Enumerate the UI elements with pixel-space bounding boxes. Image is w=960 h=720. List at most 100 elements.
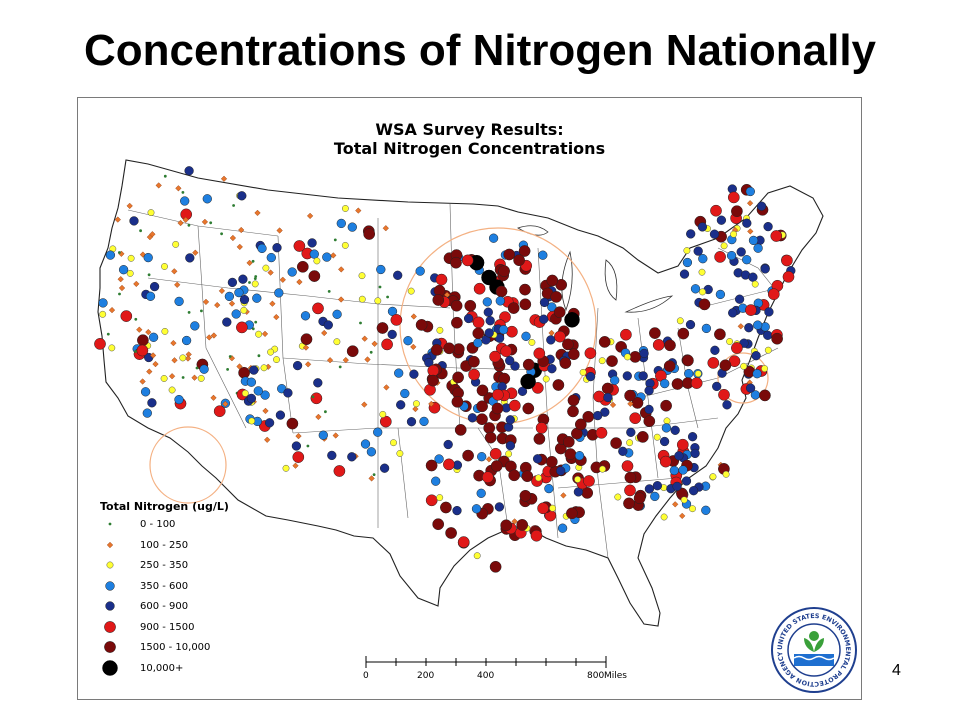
site-marker — [396, 400, 406, 410]
site-marker — [463, 313, 474, 324]
site-marker — [764, 307, 774, 317]
site-marker — [545, 455, 558, 468]
site-marker — [142, 408, 152, 418]
site-marker — [684, 368, 694, 379]
site-marker — [669, 465, 679, 476]
site-marker — [197, 374, 205, 382]
site-marker — [327, 450, 337, 461]
site-marker — [579, 368, 587, 376]
site-marker — [287, 267, 297, 277]
site-marker — [168, 373, 176, 380]
site-marker — [182, 216, 189, 223]
site-marker — [133, 280, 140, 288]
state-boundary — [397, 427, 409, 519]
site-marker — [152, 360, 159, 368]
site-marker — [671, 378, 684, 390]
site-marker — [187, 311, 191, 314]
map-title-line-2: Total Nitrogen Concentrations — [333, 139, 606, 158]
site-marker — [246, 259, 253, 267]
site-marker — [714, 328, 726, 341]
site-marker — [369, 350, 373, 354]
scale-tick-0: 0 — [363, 671, 369, 681]
site-marker — [505, 441, 516, 451]
site-marker — [293, 240, 306, 252]
site-marker — [234, 287, 244, 298]
site-marker — [483, 307, 493, 317]
site-marker — [396, 450, 404, 457]
site-marker — [574, 475, 582, 483]
site-marker — [672, 481, 682, 492]
site-marker — [521, 331, 531, 341]
site-marker — [276, 227, 283, 234]
site-marker — [660, 513, 668, 521]
site-marker — [239, 294, 250, 305]
legend-label: 10,000+ — [140, 662, 184, 674]
site-marker — [267, 348, 275, 356]
site-marker — [468, 355, 480, 368]
site-marker — [302, 344, 310, 351]
site-marker — [452, 371, 464, 384]
site-marker — [312, 302, 324, 315]
site-marker — [601, 382, 614, 395]
site-marker — [139, 378, 146, 385]
site-marker — [327, 290, 331, 293]
epa-seal-icon: UNITED STATES ENVIRONMENTAL PROTECTION A… — [771, 607, 857, 693]
site-marker — [222, 317, 232, 327]
site-marker — [553, 306, 566, 319]
site-marker — [756, 201, 767, 211]
site-marker — [593, 410, 603, 421]
site-marker — [338, 266, 345, 273]
site-marker — [236, 363, 243, 370]
site-marker — [609, 401, 617, 409]
site-marker — [236, 321, 248, 334]
site-marker — [371, 340, 378, 347]
site-marker — [476, 384, 489, 397]
site-marker — [192, 249, 199, 256]
site-marker — [443, 291, 451, 299]
site-marker — [473, 552, 481, 560]
site-marker — [342, 356, 349, 364]
site-marker — [539, 314, 549, 324]
site-marker — [419, 416, 429, 427]
site-marker — [360, 439, 371, 449]
legend-symbol — [105, 601, 115, 611]
site-marker — [292, 462, 299, 469]
legend-item: 10,000+ — [100, 659, 270, 684]
site-marker — [318, 430, 328, 440]
site-marker — [454, 424, 467, 436]
site-marker — [476, 413, 488, 426]
site-marker — [452, 505, 462, 516]
site-marker — [740, 362, 748, 370]
site-marker — [698, 268, 706, 276]
site-marker — [709, 229, 720, 239]
site-marker — [618, 446, 628, 456]
site-marker — [694, 370, 702, 378]
site-marker — [177, 219, 184, 227]
legend-symbol — [106, 541, 114, 548]
site-marker — [462, 449, 474, 462]
site-marker — [292, 360, 303, 371]
site-marker — [522, 402, 535, 415]
site-marker — [726, 250, 737, 261]
site-marker — [347, 222, 357, 232]
site-marker — [559, 357, 572, 369]
site-marker — [118, 292, 121, 296]
site-marker — [200, 309, 203, 313]
site-marker — [748, 235, 759, 246]
site-marker — [464, 299, 477, 312]
site-marker — [508, 399, 521, 412]
site-marker — [564, 312, 580, 328]
site-marker — [358, 295, 366, 303]
site-marker — [520, 373, 536, 390]
site-marker — [261, 330, 269, 338]
legend-item: 250 - 350 — [100, 560, 270, 581]
site-marker — [432, 294, 445, 306]
site-marker — [427, 374, 439, 387]
site-marker — [488, 233, 499, 243]
site-marker — [372, 473, 376, 476]
site-marker — [489, 447, 502, 460]
site-marker — [213, 405, 226, 418]
site-marker — [461, 254, 474, 267]
site-marker — [409, 369, 419, 379]
site-marker — [321, 329, 328, 337]
